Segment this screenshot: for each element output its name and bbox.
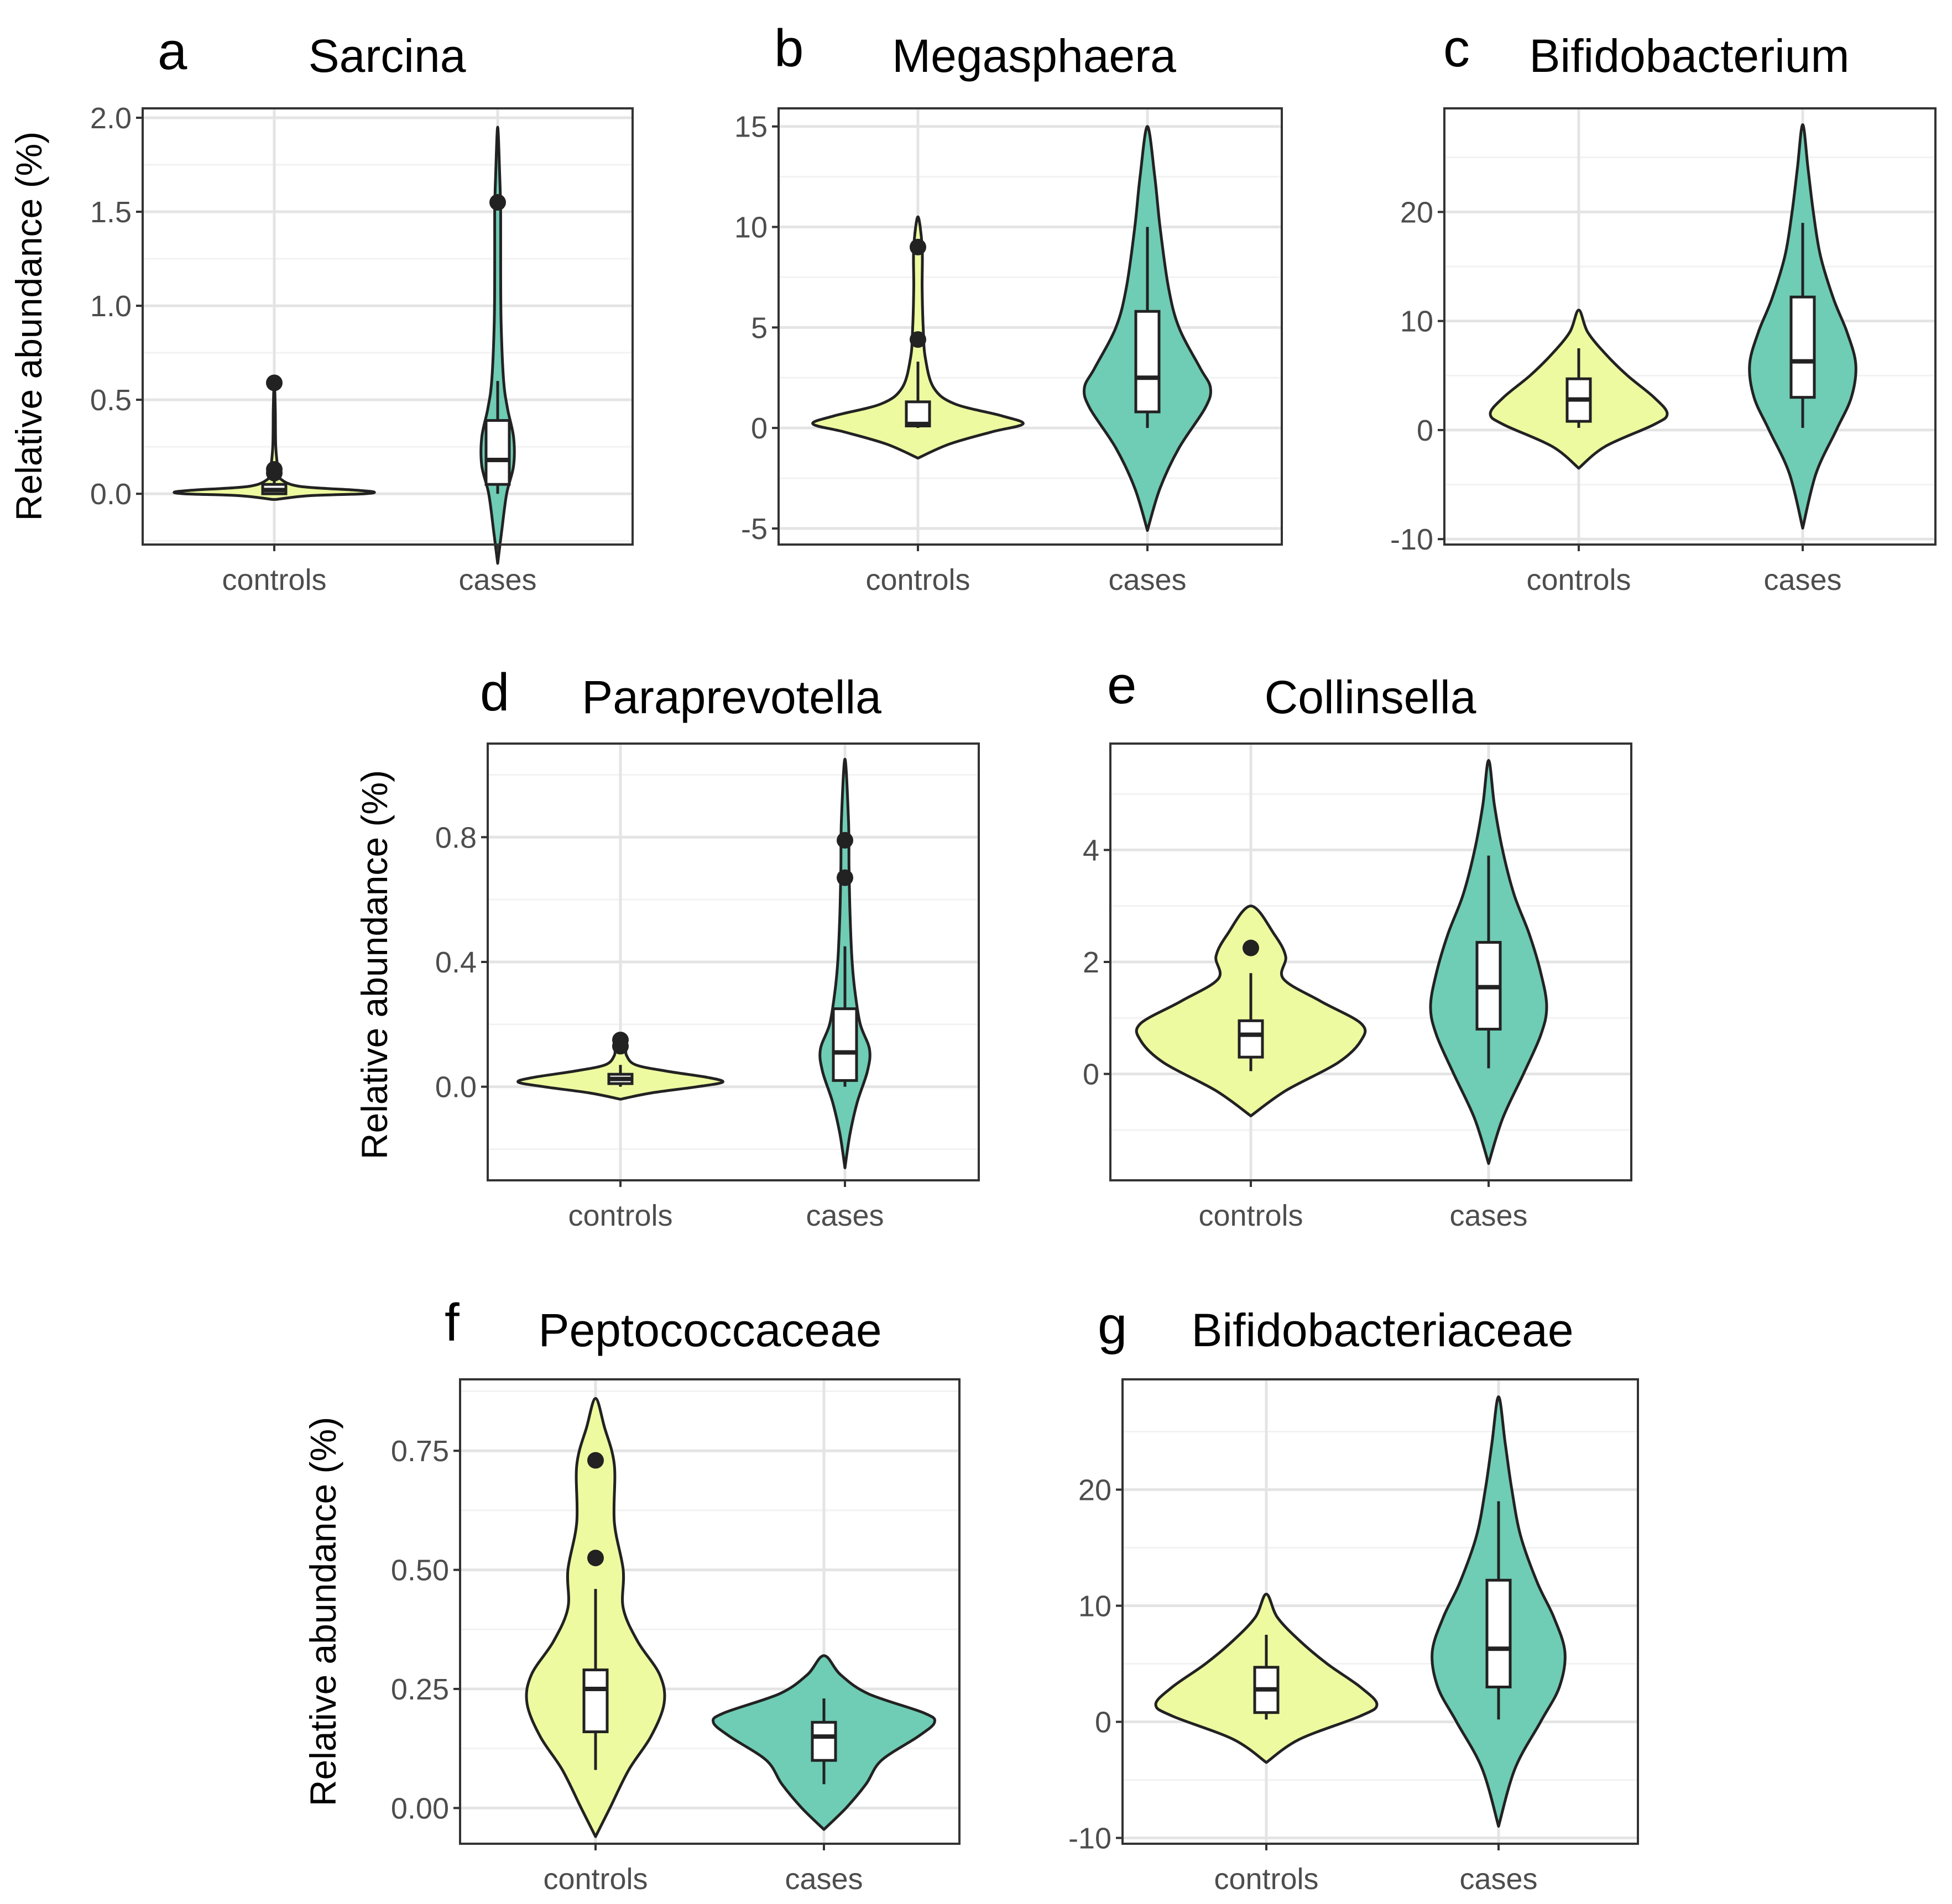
y-tick-label: 0.4 [435,946,477,979]
outlier-point [489,194,506,211]
outlier-point [910,331,926,348]
y-tick-label: 0.25 [391,1673,449,1706]
y-tick-label: 0.5 [90,384,132,417]
y-tick-label: 0.0 [90,478,132,511]
x-category-label: controls [1526,563,1631,597]
y-tick-label: 0.75 [391,1435,449,1468]
y-tick-label: 1.5 [90,196,132,229]
x-category-label: cases [1459,1863,1537,1896]
plot-background [460,1379,959,1844]
y-axis-label: Relative abundance (%) [8,132,49,521]
panel-letter: g [1098,1296,1127,1355]
panel-letter: f [445,1293,460,1352]
y-tick-label: 0 [1083,1058,1099,1091]
y-tick-label: 2.0 [90,102,132,135]
panel-title: Sarcina [309,30,466,82]
plot-border [142,107,634,546]
outlier-point [1243,939,1259,956]
y-axis-label: Relative abundance (%) [302,1417,343,1806]
box-cases [811,1720,837,1762]
x-category-label: cases [785,1863,863,1896]
y-tick-label: 0.50 [391,1554,449,1587]
panel-d: 0.0 0.4 0.8 controls cases d Paraprevotella Rel… [354,663,980,1232]
x-category-label: cases [1763,563,1841,597]
outlier-point [612,1032,629,1049]
plot-border [1443,107,1937,546]
y-tick-label: 15 [734,111,768,144]
panel-title: Paraprevotella [582,671,881,723]
plot-background [1444,108,1935,545]
panel-b: -5 0 5 10 15 controls cases b Megasphaera [734,19,1283,597]
box-controls [582,1668,609,1734]
y-tick-label: 4 [1083,834,1099,867]
box-cases [832,1007,858,1082]
outlier-point [837,869,853,886]
x-category-label: cases [1449,1199,1527,1232]
plot-background [1123,1379,1638,1844]
y-tick-label: 2 [1083,946,1099,979]
y-tick-label: -5 [741,512,768,546]
box-cases [1134,310,1161,414]
outlier-point [587,1550,604,1567]
y-tick-label: 20 [1078,1474,1111,1507]
x-category-label: controls [222,563,326,597]
y-tick-label: -10 [1068,1822,1111,1855]
outlier-point [587,1452,604,1469]
outlier-point [266,374,283,391]
outlier-point [910,238,926,255]
y-axis-label: Relative abundance (%) [354,770,395,1159]
panel-title: Collinsella [1265,671,1476,723]
panel-letter: c [1443,19,1470,78]
x-category-label: cases [458,563,536,597]
panel-letter: e [1107,656,1136,715]
panel-a: 0.0 0.5 1.0 1.5 2.0 controls cases a Sarcina Rela… [8,22,634,597]
y-tick-label: 0 [1417,414,1433,447]
panel-g: -10 0 10 20 controls cases g Bifidobacteriaceae [1068,1296,1639,1896]
y-tick-label: 0.0 [435,1071,477,1104]
y-tick-label: 1.0 [90,290,132,323]
y-tick-label: 0 [1095,1706,1111,1739]
panel-c: -10 0 10 20 controls cases c Bifidobacterium [1390,19,1937,597]
outlier-point [266,461,283,478]
box-cases [1485,1578,1512,1689]
outlier-point [837,831,853,849]
y-tick-label: -10 [1390,523,1433,556]
panel-title: Peptococcaceae [538,1304,881,1356]
panel-letter: d [480,663,509,722]
x-category-label: controls [865,563,970,597]
y-tick-label: 0 [751,412,768,445]
box-cases [484,419,511,486]
panel-title: Bifidobacteriaceae [1191,1304,1573,1356]
plot-background [143,108,633,545]
y-tick-label: 10 [734,211,768,244]
panel-title: Bifidobacterium [1530,30,1850,82]
x-category-label: controls [568,1199,672,1232]
x-category-label: cases [806,1199,884,1232]
y-tick-label: 5 [751,311,768,344]
x-category-label: controls [1198,1199,1303,1232]
plot-border [1121,1378,1639,1845]
panel-f: 0.00 0.25 0.50 0.75 controls cases f Peptococca… [302,1293,961,1896]
y-tick-label: 20 [1400,196,1433,229]
x-category-label: controls [543,1863,648,1896]
y-tick-label: 0.00 [391,1792,449,1825]
panel-title: Megasphaera [892,30,1176,82]
y-tick-label: 0.8 [435,821,477,854]
x-category-label: cases [1108,563,1186,597]
box-controls [1238,1019,1264,1059]
x-category-label: controls [1214,1863,1318,1896]
plot-border [459,1378,961,1845]
y-tick-label: 10 [1078,1590,1111,1623]
panel-e: 0 2 4 controls cases e Collinsella [1083,656,1632,1232]
box-cases [1789,295,1816,399]
panel-letter: a [158,22,187,81]
y-tick-label: 10 [1400,305,1433,338]
panel-letter: b [774,19,803,78]
